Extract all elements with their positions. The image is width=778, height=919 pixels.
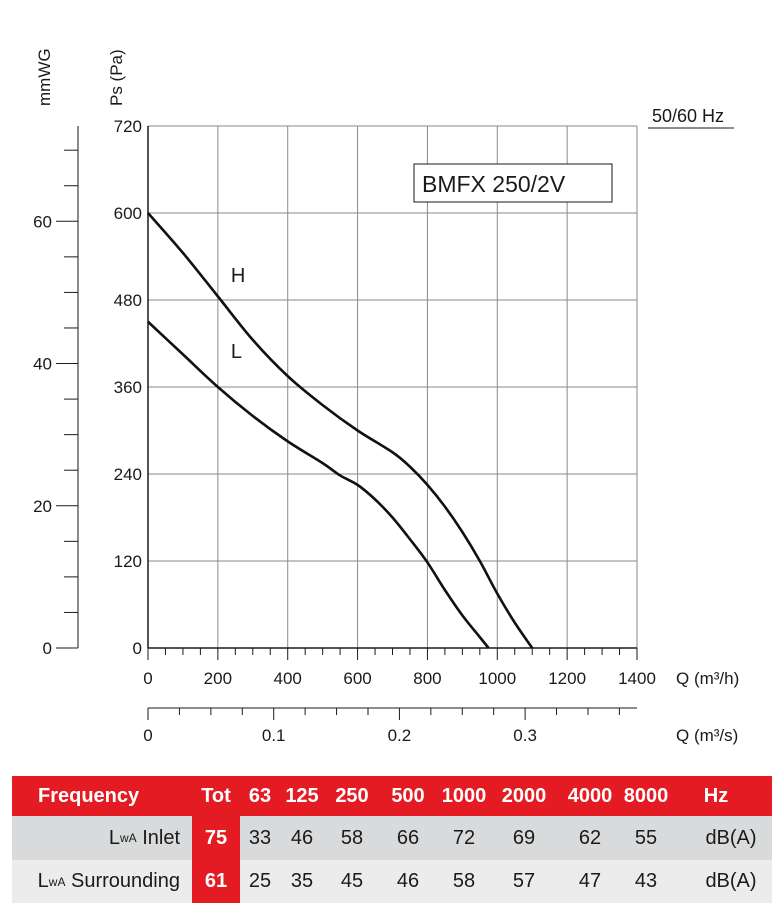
pa-tick-label: 240 <box>114 465 142 484</box>
pa-tick-label: 720 <box>114 117 142 136</box>
mmwg-tick-label: 0 <box>43 639 52 658</box>
band-header: 8000 <box>623 784 669 807</box>
band-header: 125 <box>285 784 319 807</box>
frequency-header: Frequency <box>38 784 140 807</box>
x-tick-label-m3h: 600 <box>343 669 371 688</box>
mmwg-tick-label: 40 <box>33 355 52 374</box>
tot-value: 75 <box>204 826 228 849</box>
tot-header: Tot <box>201 784 231 807</box>
curve-label-L: L <box>231 341 242 363</box>
frequency-label: 50/60 Hz <box>652 106 724 126</box>
band-header: 1000 <box>441 784 487 807</box>
tot-value: 61 <box>204 870 228 892</box>
band-header: 250 <box>335 784 369 807</box>
chart-frame <box>147 126 638 660</box>
pa-tick-label: 360 <box>114 378 142 397</box>
band-header: 63 <box>248 784 272 807</box>
pa-axis-label: Ps (Pa) <box>107 49 126 106</box>
band-value: 25 <box>248 870 272 892</box>
mmwg-tick-label: 20 <box>33 497 52 516</box>
pa-tick-label: 600 <box>114 204 142 223</box>
pa-tick-label: 0 <box>133 639 142 658</box>
band-value: 66 <box>396 826 420 849</box>
hz-header: Hz <box>703 784 729 807</box>
fan-performance-chart: 0 20 40 60 0 120 240 360 480 600 720 0 200 400 600 80… <box>33 48 739 745</box>
x-tick-label-m3h: 400 <box>274 669 302 688</box>
x-tick-label-m3s: 0.1 <box>262 726 286 745</box>
band-value: 58 <box>452 870 476 892</box>
band-value: 35 <box>290 870 314 892</box>
sound-data-table: Frequency Tot 63 125 250 500 1000 2000 4000 800… <box>12 776 772 903</box>
x-axis-m3s-label: Q (m³/s) <box>676 726 738 745</box>
x-tick-label-m3h: 1000 <box>478 669 516 688</box>
table-header-row: Frequency Tot 63 125 250 500 1000 2000 4000 800… <box>12 776 772 816</box>
pa-tick-label: 120 <box>114 552 142 571</box>
band-value: 58 <box>340 826 364 849</box>
x-tick-label-m3s: 0.2 <box>388 726 412 745</box>
x-tick-label-m3h: 200 <box>204 669 232 688</box>
pa-axis: 0 120 240 360 480 600 720 <box>114 117 142 658</box>
x-tick-label-m3h: 0 <box>143 669 152 688</box>
x-axis-m3s: 0 0.1 0.2 0.3 <box>143 707 637 745</box>
band-value: 57 <box>512 870 536 892</box>
band-header: 500 <box>391 784 425 807</box>
x-tick-label-m3h: 1400 <box>618 669 656 688</box>
unit-value: dB(A) <box>705 826 757 849</box>
band-value: 46 <box>396 870 420 892</box>
x-tick-label-m3s: 0 <box>143 726 152 745</box>
x-axis-m3h-label: Q (m³/h) <box>676 669 739 688</box>
x-axis-m3h: 0 200 400 600 800 1000 1200 1400 <box>143 669 656 688</box>
band-header: 2000 <box>501 784 547 807</box>
x-tick-label-m3h: 800 <box>413 669 441 688</box>
pa-tick-label: 480 <box>114 291 142 310</box>
band-header: 4000 <box>567 784 613 807</box>
model-label-box <box>413 163 613 203</box>
band-value: 62 <box>578 826 602 849</box>
band-value: 43 <box>634 870 658 892</box>
chart-grid <box>147 125 638 649</box>
band-value: 47 <box>578 870 602 892</box>
curve-H <box>147 212 534 649</box>
unit-value: dB(A) <box>705 870 757 892</box>
mmwg-axis: 0 20 40 60 <box>33 126 79 658</box>
band-value: 69 <box>512 826 536 849</box>
band-value: 72 <box>452 826 476 849</box>
band-value: 45 <box>340 870 364 892</box>
mmwg-axis-label: mmWG <box>35 48 54 106</box>
band-value: 33 <box>248 826 272 849</box>
curve-L <box>147 320 490 649</box>
band-value: 55 <box>634 826 658 849</box>
band-value: 46 <box>290 826 314 849</box>
curves: HL <box>147 212 534 649</box>
x-tick-label-m3h: 1200 <box>548 669 586 688</box>
mmwg-tick-label: 60 <box>33 212 52 231</box>
curve-label-H: H <box>231 265 245 287</box>
model-label: BMFX 250/2V <box>422 171 566 197</box>
x-tick-label-m3s: 0.3 <box>513 726 537 745</box>
